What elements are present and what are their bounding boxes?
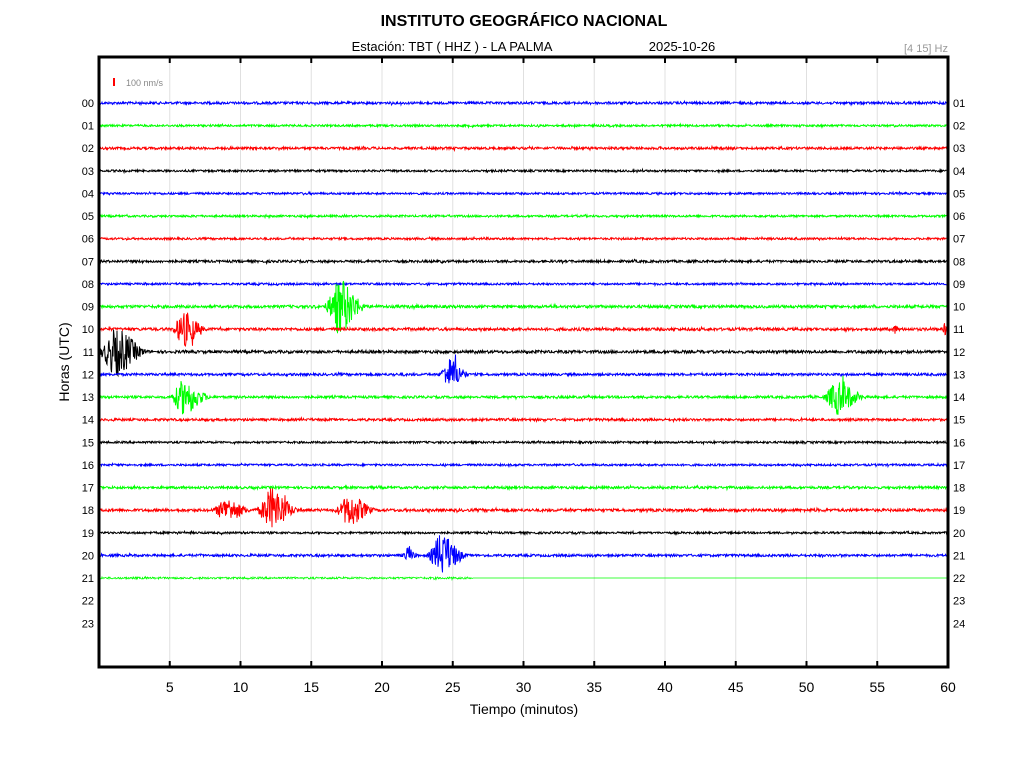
hour-label-left: 15 <box>82 437 94 449</box>
hour-label-right: 03 <box>953 143 965 155</box>
hour-label-right: 06 <box>953 211 965 223</box>
x-tick-label: 10 <box>233 679 249 695</box>
hour-label-left: 09 <box>82 302 94 314</box>
x-tick-label: 25 <box>445 679 461 695</box>
hour-label-left: 21 <box>82 573 94 585</box>
x-tick-label: 5 <box>166 679 174 695</box>
hour-label-left: 11 <box>83 347 94 359</box>
hour-label-left: 07 <box>82 256 94 268</box>
hour-label-right: 10 <box>953 302 965 314</box>
hour-label-left: 18 <box>82 505 94 517</box>
hour-label-left: 20 <box>82 550 94 562</box>
x-tick-label: 40 <box>657 679 673 695</box>
hour-label-left: 12 <box>82 369 94 381</box>
hour-label-right: 22 <box>953 573 965 585</box>
hour-label-left: 17 <box>82 483 94 495</box>
hour-label-right: 24 <box>953 618 965 630</box>
x-tick-label: 35 <box>586 679 602 695</box>
date-label: 2025-10-26 <box>649 39 716 54</box>
chart-title: INSTITUTO GEOGRÁFICO NACIONAL <box>381 11 668 30</box>
hour-label-right: 04 <box>953 166 965 178</box>
hour-label-left: 05 <box>82 211 94 223</box>
scale-label: 100 nm/s <box>126 78 164 88</box>
hour-label-right: 16 <box>953 437 965 449</box>
hour-label-right: 11 <box>953 324 964 336</box>
hour-label-right: 09 <box>953 279 965 291</box>
hour-label-left: 23 <box>82 618 94 630</box>
x-tick-label: 30 <box>516 679 532 695</box>
hour-label-right: 20 <box>953 528 965 540</box>
hour-label-left: 14 <box>82 415 94 427</box>
hour-label-left: 08 <box>82 279 94 291</box>
hour-label-right: 01 <box>953 98 965 110</box>
hour-label-right: 12 <box>953 347 965 359</box>
x-tick-label: 15 <box>303 679 319 695</box>
hour-label-right: 23 <box>953 596 965 608</box>
x-tick-label: 60 <box>940 679 956 695</box>
hour-label-left: 02 <box>82 143 94 155</box>
x-tick-label: 50 <box>799 679 815 695</box>
hour-label-right: 18 <box>953 483 965 495</box>
y-axis-label: Horas (UTC) <box>56 322 72 401</box>
filter-label: [4 15] Hz <box>904 43 948 55</box>
hour-label-right: 14 <box>953 392 965 404</box>
x-tick-label: 20 <box>374 679 390 695</box>
hour-label-right: 17 <box>953 460 965 472</box>
hour-label-right: 19 <box>953 505 965 517</box>
x-axis-label: Tiempo (minutos) <box>470 701 578 717</box>
x-tick-label: 45 <box>728 679 744 695</box>
hour-label-left: 19 <box>82 528 94 540</box>
hour-label-left: 06 <box>82 234 94 246</box>
hour-label-right: 15 <box>953 415 965 427</box>
hour-label-right: 02 <box>953 121 965 133</box>
hour-label-right: 07 <box>953 234 965 246</box>
hour-label-left: 01 <box>82 121 94 133</box>
hour-label-right: 05 <box>953 188 965 200</box>
hour-label-left: 16 <box>82 460 94 472</box>
hour-label-right: 08 <box>953 256 965 268</box>
hour-label-left: 22 <box>82 596 94 608</box>
seismogram-chart: INSTITUTO GEOGRÁFICO NACIONAL Estación: … <box>0 0 1024 768</box>
hour-label-left: 04 <box>82 188 94 200</box>
hour-label-left: 03 <box>82 166 94 178</box>
scale-bar <box>113 78 115 86</box>
hour-label-left: 00 <box>82 98 94 110</box>
hour-label-right: 21 <box>953 550 965 562</box>
hour-label-left: 10 <box>82 324 94 336</box>
station-label: Estación: TBT ( HHZ ) - LA PALMA <box>352 39 553 54</box>
hour-label-right: 13 <box>953 369 965 381</box>
x-tick-label: 55 <box>869 679 885 695</box>
hour-label-left: 13 <box>82 392 94 404</box>
